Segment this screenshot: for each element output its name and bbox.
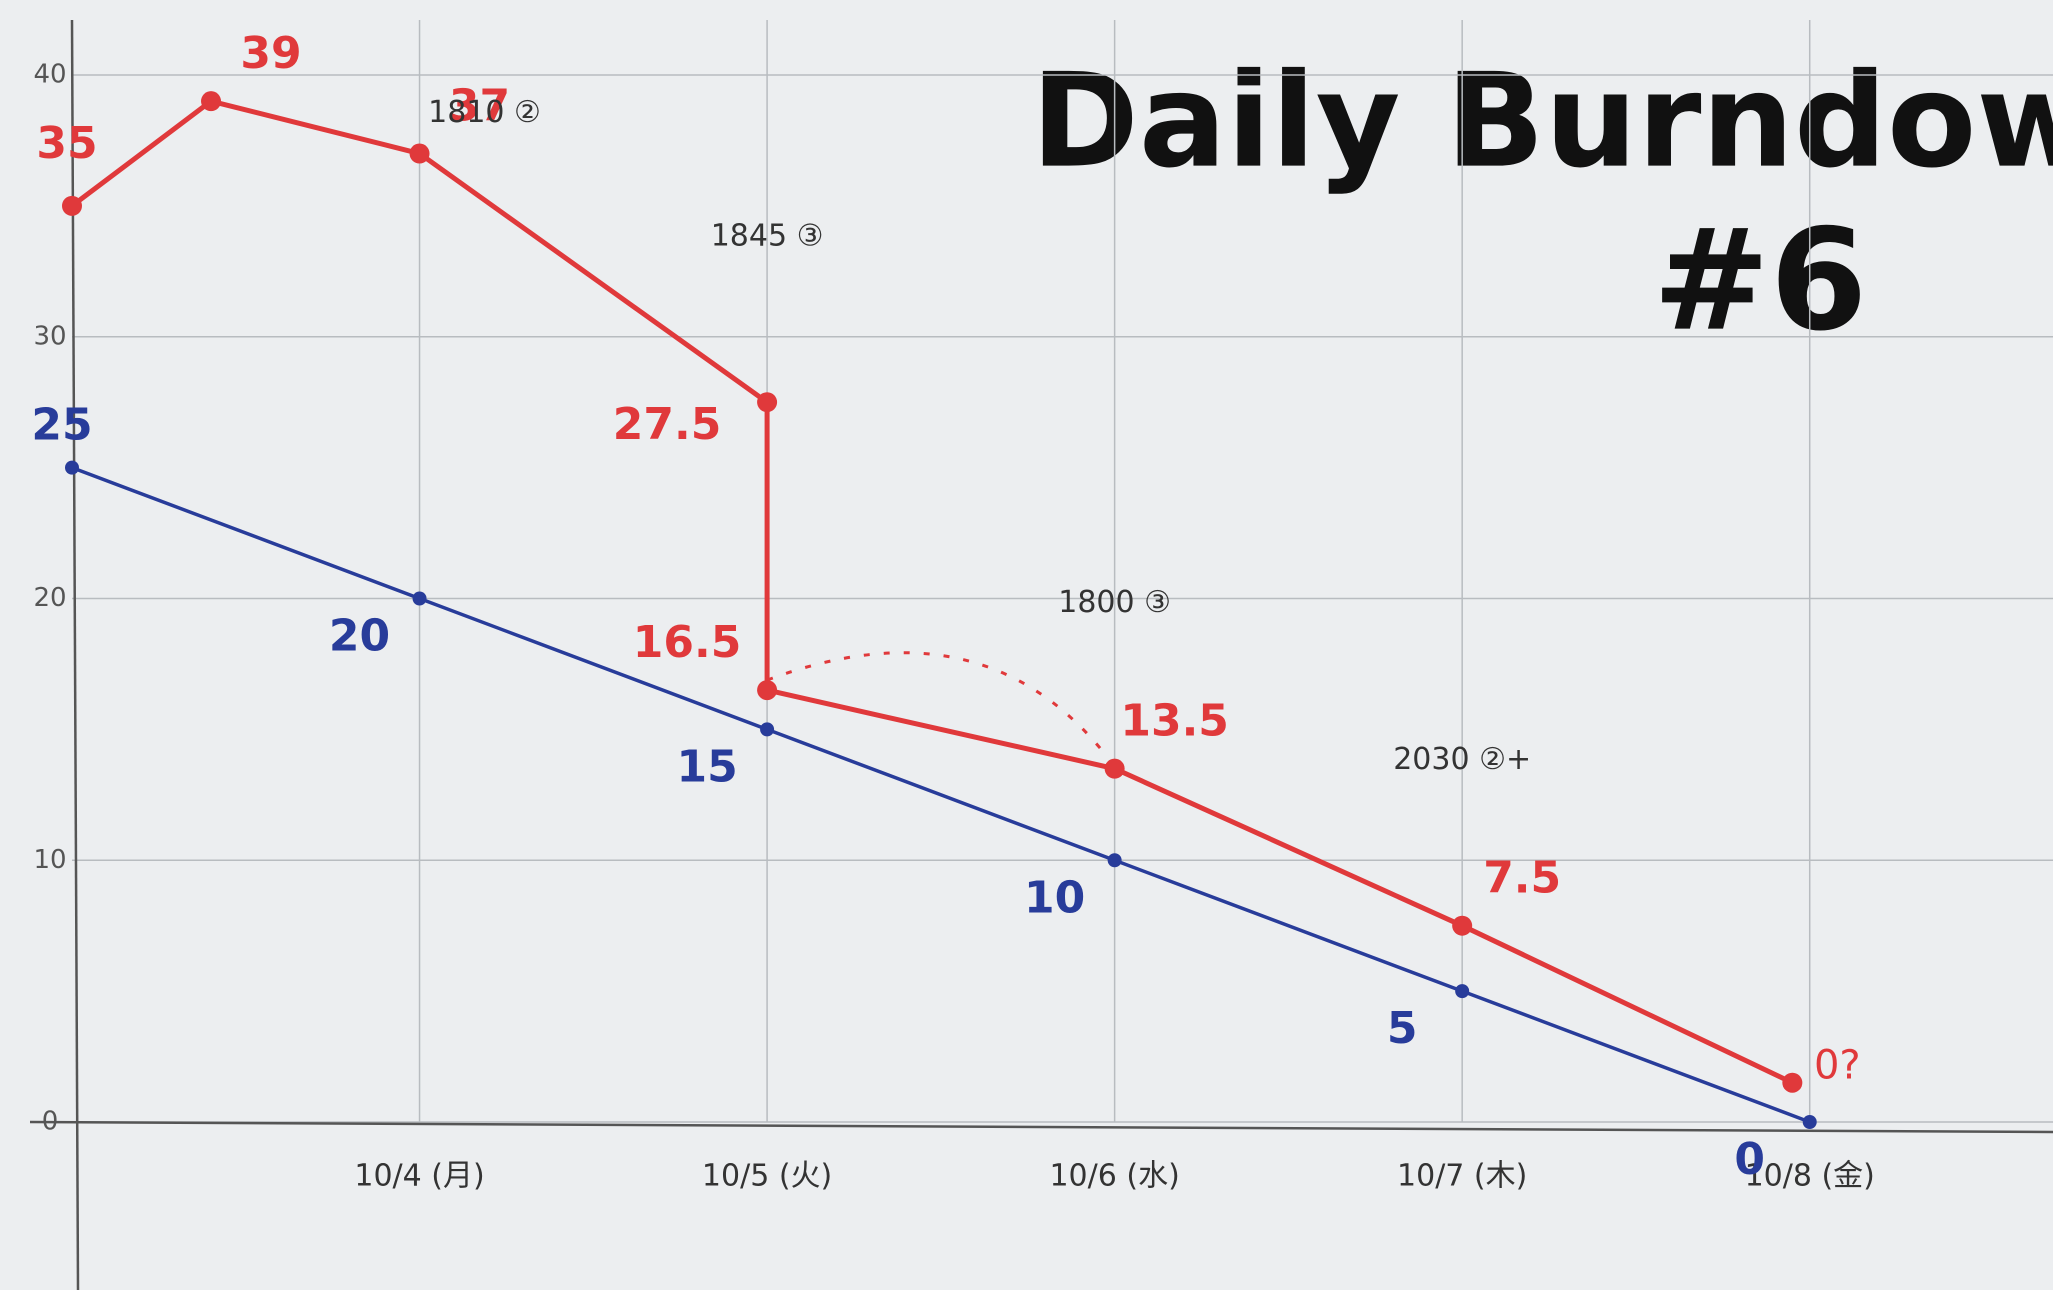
data-label: 25 [31,400,92,451]
data-point [409,143,430,164]
annotation: 1800 ③ [1058,585,1171,620]
series-line [70,98,1794,1085]
data-point [412,591,427,606]
x-tick-label: 10/5 (火) [702,1159,832,1194]
y-tick-label: 30 [33,321,66,351]
y-tick-label: 20 [33,583,66,613]
annotation: 1810 ② [428,95,541,130]
x-tick-label: 10/7 (木) [1397,1159,1527,1194]
data-point [1782,1072,1803,1093]
y-tick-label: 40 [33,60,66,90]
data-label: 37 [449,81,510,132]
data-label: 10 [1024,872,1085,923]
data-point [1802,1115,1817,1129]
chart-subtitle: #6 [1653,200,1868,363]
data-point [201,91,222,112]
annotation: 1845 ③ [711,219,824,254]
x-axis [29,1120,2053,1134]
data-point [1452,915,1473,936]
data-point [65,460,79,475]
chart-title: Daily Burndown [1031,45,2053,197]
data-label: 5 [1387,1003,1418,1054]
x-tick-label: 10/8 (金) [1745,1159,1875,1194]
data-label: 16.5 [633,617,742,668]
x-tick-label: 10/4 (月) [354,1159,484,1194]
annotation: 2030 ②+ [1393,742,1531,777]
data-label: 27.5 [613,399,722,450]
data-point [760,722,775,737]
data-point [757,392,778,413]
data-point [757,680,778,701]
dashed-arc [766,651,1106,755]
data-point [1455,984,1470,999]
data-label: 0 [1734,1134,1765,1185]
data-label: 13.5 [1120,696,1229,747]
y-axis [70,19,80,1290]
data-point [1107,853,1122,868]
data-label: 7.5 [1483,853,1561,904]
data-label: 20 [329,611,390,662]
y-tick-label: 10 [33,845,66,875]
x-tick-label: 10/6 (水) [1049,1159,1179,1194]
data-point [1104,758,1125,779]
series-line [71,465,1811,1124]
data-label: 15 [676,741,737,792]
data-label: 39 [240,28,301,79]
data-label: 35 [36,118,97,169]
annotation: 0? [1814,1043,1861,1089]
data-point [62,195,82,216]
